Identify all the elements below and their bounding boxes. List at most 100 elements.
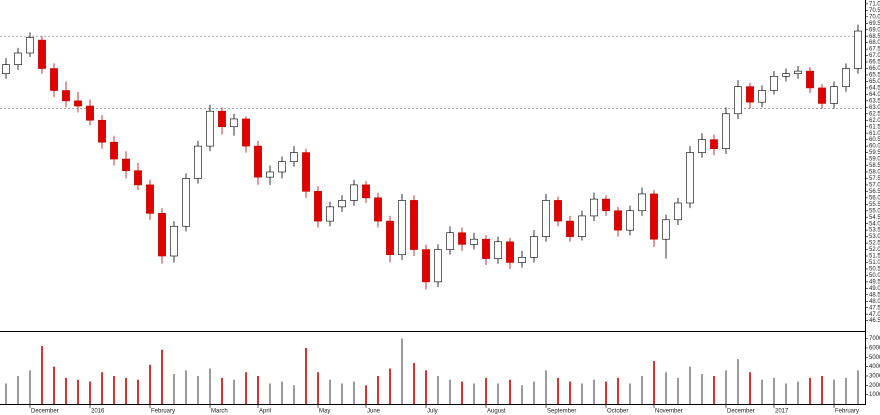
x-tick-label: February <box>835 409 859 415</box>
candle-body <box>638 193 646 212</box>
volume-bar <box>425 370 427 404</box>
candle-body <box>554 200 562 222</box>
candle-body <box>494 241 502 259</box>
y-tick-label: 60.5 <box>869 137 880 143</box>
y-tick-label: 62.0 <box>869 118 880 124</box>
candle-body <box>578 215 586 237</box>
candle-body <box>698 139 706 153</box>
candle-body <box>122 158 130 171</box>
y-tick-label: 61.0 <box>869 131 880 137</box>
candle-body <box>662 219 670 240</box>
volume-bar <box>533 381 535 404</box>
candle-body <box>14 52 22 65</box>
volume-bar <box>113 375 115 404</box>
candle-body <box>530 236 538 258</box>
candle-body <box>170 225 178 257</box>
volume-bar <box>41 346 43 404</box>
candle-body <box>506 241 514 263</box>
volume-bar <box>785 383 787 404</box>
candle-body <box>806 70 814 89</box>
y-tick-label: 46.5 <box>869 318 880 324</box>
candle-body <box>650 193 658 240</box>
candle-body <box>770 75 778 91</box>
candle-body <box>266 171 274 178</box>
y-tick-label: 51.5 <box>869 254 880 260</box>
candle-body <box>314 191 322 222</box>
y-tick-label: 60.0 <box>869 144 880 150</box>
y-tick-label: 58.5 <box>869 163 880 169</box>
candle-body <box>230 118 238 128</box>
y2-tick-label: 30000 <box>869 374 880 380</box>
volume-bar <box>389 368 391 404</box>
volume-bar <box>353 381 355 404</box>
candle-body <box>158 213 166 257</box>
y-tick-label: 69.5 <box>869 21 880 27</box>
volume-bar <box>713 375 715 404</box>
y-tick-label: 49.0 <box>869 286 880 292</box>
x-tick-label: October <box>607 409 628 415</box>
y-tick-label: 67.5 <box>869 47 880 53</box>
x-tick-label: 2016 <box>91 409 105 415</box>
volume-bar <box>509 379 511 404</box>
candle-body <box>98 119 106 143</box>
y-tick-label: 53.0 <box>869 234 880 240</box>
y-tick-label: 57.5 <box>869 176 880 182</box>
y-tick-label: 71.0 <box>869 1 880 7</box>
y-tick-label: 58.0 <box>869 170 880 176</box>
x-tick-label: 2017 <box>775 409 789 415</box>
candle-body <box>302 152 310 192</box>
volume-bar <box>629 383 631 404</box>
x-tick-label: March <box>211 409 228 415</box>
y-tick-label: 65.5 <box>869 73 880 79</box>
volume-bar <box>437 375 439 404</box>
candle-body <box>446 232 454 250</box>
volume-bar <box>53 366 55 404</box>
candle-body <box>290 152 298 162</box>
volume-bar <box>617 377 619 404</box>
x-tick-label: November <box>655 409 683 415</box>
candle-body <box>458 232 466 245</box>
candle-body <box>830 86 838 104</box>
candle-body <box>734 86 742 115</box>
candle-body <box>386 220 394 256</box>
candle-body <box>134 170 142 186</box>
y-tick-label: 47.5 <box>869 305 880 311</box>
candle-body <box>398 200 406 256</box>
candle-body <box>146 184 154 214</box>
x-tick-label: May <box>319 409 330 415</box>
volume-bar <box>497 383 499 404</box>
candle-body <box>602 198 610 212</box>
candle-body <box>746 86 754 103</box>
y-tick-label: 56.0 <box>869 195 880 201</box>
candle-body <box>110 141 118 160</box>
candle-body <box>182 178 190 227</box>
y-tick-label: 48.5 <box>869 292 880 298</box>
volume-bar <box>689 366 691 404</box>
volume-bar <box>161 349 163 404</box>
y-tick-label: 53.5 <box>869 228 880 234</box>
volume-bar <box>641 375 643 404</box>
candle-body <box>758 90 766 103</box>
volume-bar <box>545 370 547 404</box>
y-tick-label: 47.0 <box>869 312 880 318</box>
y-tick-label: 70.0 <box>869 14 880 20</box>
volume-bar <box>377 375 379 404</box>
volume-bar <box>245 372 247 404</box>
candle-body <box>782 73 790 77</box>
x-tick-label: August <box>487 409 506 415</box>
y-tick-label: 48.0 <box>869 299 880 305</box>
volume-bar <box>569 381 571 404</box>
volume-bar <box>89 381 91 404</box>
volume-bar <box>737 359 739 404</box>
volume-bar <box>521 385 523 404</box>
volume-bar <box>317 372 319 404</box>
candle-body <box>326 206 334 222</box>
volume-bar <box>221 377 223 404</box>
candle-body <box>626 210 634 231</box>
volume-bar <box>605 381 607 404</box>
candle-body <box>482 238 490 259</box>
candle-body <box>722 113 730 149</box>
y-tick-label: 67.0 <box>869 53 880 59</box>
candle-body <box>218 110 226 128</box>
